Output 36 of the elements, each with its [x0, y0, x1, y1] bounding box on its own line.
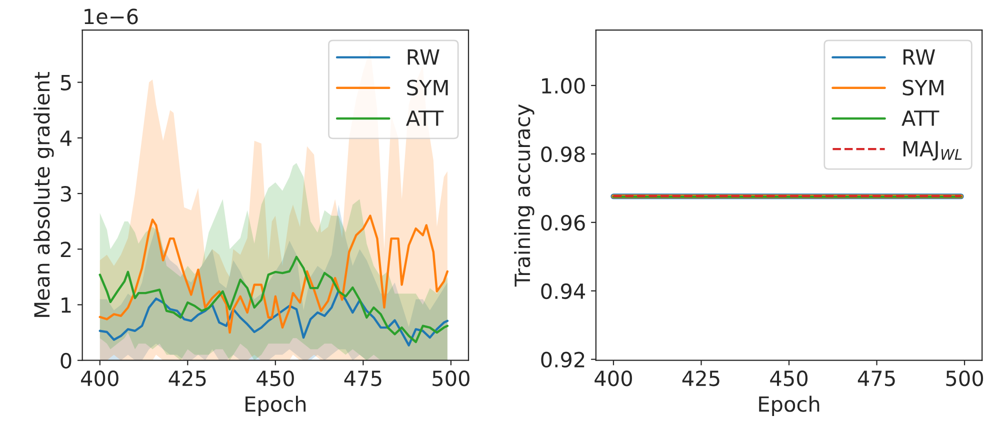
y-tick-label: 0.94 [541, 283, 586, 300]
y-tick-label: 1.00 [542, 78, 585, 94]
legend-label: SYM [902, 80, 944, 96]
x-axis-title: Epoch [759, 396, 820, 416]
legend-label: ATT [406, 110, 444, 126]
x-tick-label: 475 [858, 370, 895, 386]
x-tick-label: 400 [81, 370, 118, 386]
legend-label: ATT [902, 110, 940, 126]
y-tick-label: 5 [60, 75, 71, 91]
x-tick-label: 475 [344, 370, 382, 386]
line-series [98, 214, 449, 334]
x-tick-label: 450 [256, 370, 294, 386]
line-series [98, 290, 449, 346]
x-tick-label: 500 [946, 370, 984, 386]
y-tick-label: 0.98 [541, 146, 585, 162]
line-series [98, 256, 449, 344]
x-tick-label: 450 [770, 370, 808, 386]
legend-label: MAJ$_{WL}$ [904, 141, 962, 160]
x-tick-label: 400 [594, 370, 632, 386]
y-tick-label: 3 [60, 186, 71, 202]
y-tick-label: 0 [60, 352, 72, 369]
y-tick-label: 0.92 [541, 352, 584, 368]
y-tick-label: 1 [62, 297, 71, 313]
text: 1e−6 [84, 8, 138, 24]
legend-label: RW [904, 49, 936, 65]
y-tick-label: 2 [60, 242, 71, 258]
x-axis-title: Epoch [246, 396, 306, 416]
legend-label: RW [408, 49, 440, 65]
x-tick-label: 425 [168, 370, 206, 386]
y-tick-label: 4 [60, 130, 72, 146]
x-tick-label: 425 [682, 370, 720, 386]
y-tick-label: 0.96 [541, 214, 585, 231]
legend-label: SYM [407, 80, 448, 96]
y-axis-title: Mean absolute gradient [34, 72, 54, 317]
x-tick-label: 500 [432, 370, 470, 386]
y-axis-title: Training accuracy [514, 104, 534, 287]
